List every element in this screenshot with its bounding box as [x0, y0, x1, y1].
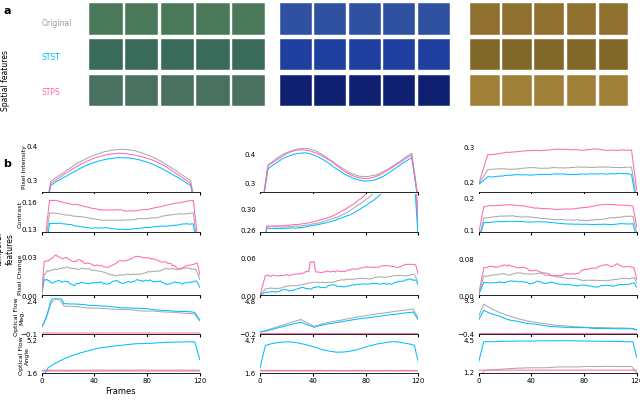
- Bar: [598, 75, 628, 107]
- Bar: [470, 40, 500, 71]
- Bar: [502, 40, 532, 71]
- Bar: [161, 4, 194, 35]
- Bar: [534, 4, 564, 35]
- Bar: [383, 40, 415, 71]
- Bar: [470, 75, 500, 107]
- Bar: [566, 75, 596, 107]
- Bar: [502, 4, 532, 35]
- Bar: [232, 40, 266, 71]
- Bar: [314, 75, 346, 107]
- Bar: [418, 75, 450, 107]
- Bar: [349, 40, 381, 71]
- Bar: [349, 4, 381, 35]
- Text: a: a: [3, 6, 11, 16]
- Bar: [470, 4, 500, 35]
- Bar: [280, 40, 312, 71]
- Bar: [383, 75, 415, 107]
- Bar: [534, 40, 564, 71]
- Bar: [502, 75, 532, 107]
- Text: STST: STST: [42, 53, 60, 62]
- Bar: [232, 75, 266, 107]
- Bar: [314, 4, 346, 35]
- Bar: [196, 40, 230, 71]
- Y-axis label: Optical Flow
Angle: Optical Flow Angle: [19, 336, 30, 375]
- Bar: [89, 75, 122, 107]
- Bar: [314, 40, 346, 71]
- Text: b: b: [3, 158, 11, 168]
- Bar: [196, 75, 230, 107]
- Bar: [196, 4, 230, 35]
- Bar: [383, 4, 415, 35]
- Bar: [89, 40, 122, 71]
- Bar: [598, 4, 628, 35]
- Text: STPS: STPS: [42, 88, 60, 97]
- Bar: [125, 40, 158, 71]
- Text: Original: Original: [42, 18, 72, 28]
- Text: Spatial features: Spatial features: [1, 50, 10, 111]
- Bar: [161, 40, 194, 71]
- Bar: [598, 40, 628, 71]
- X-axis label: Frames: Frames: [106, 386, 136, 395]
- Bar: [161, 75, 194, 107]
- Y-axis label: Optical Flow
Mag.: Optical Flow Mag.: [13, 297, 24, 336]
- Text: Temporal
features: Temporal features: [0, 231, 15, 266]
- Bar: [566, 4, 596, 35]
- Bar: [280, 4, 312, 35]
- Bar: [232, 4, 266, 35]
- Bar: [534, 75, 564, 107]
- Bar: [280, 75, 312, 107]
- Y-axis label: Contrast: Contrast: [18, 200, 23, 227]
- Bar: [125, 75, 158, 107]
- Y-axis label: Pixel Intensity: Pixel Intensity: [22, 145, 28, 188]
- Bar: [418, 40, 450, 71]
- Y-axis label: Pixel Change: Pixel Change: [18, 254, 23, 295]
- Bar: [89, 4, 122, 35]
- Bar: [349, 75, 381, 107]
- Bar: [125, 4, 158, 35]
- Bar: [418, 4, 450, 35]
- Bar: [566, 40, 596, 71]
